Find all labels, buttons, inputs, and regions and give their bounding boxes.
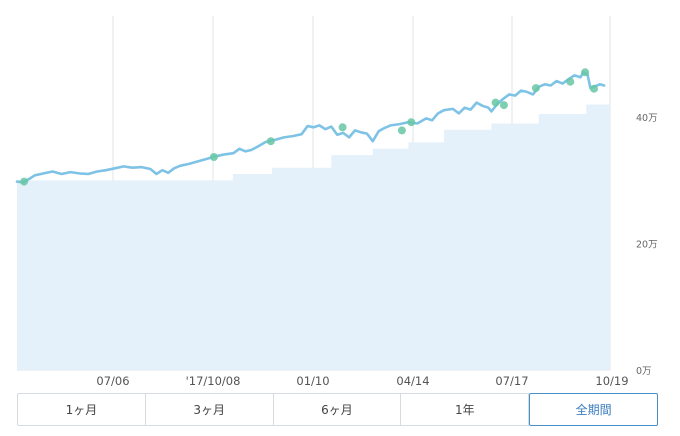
period-button-6m[interactable]: 6ヶ月: [273, 393, 402, 426]
fill-layer: [17, 104, 610, 370]
event-marker-2[interactable]: [266, 137, 275, 146]
event-marker-8[interactable]: [531, 84, 540, 93]
period-selector: 1ヶ月 3ヶ月 6ヶ月 1年 全期間: [17, 393, 658, 426]
y-tick-label-2: 40万: [636, 113, 658, 124]
x-tick-label-2: 01/10: [296, 374, 329, 388]
x-tick-label-1: '17/10/08: [186, 374, 241, 388]
x-tick-label-5: 10/19: [595, 374, 628, 388]
event-marker-3[interactable]: [338, 123, 347, 132]
period-button-all[interactable]: 全期間: [529, 393, 658, 426]
period-button-1m[interactable]: 1ヶ月: [17, 393, 146, 426]
asset-chart: 07/06 '17/10/08 01/10 04/14 07/17 10/19 0万 20万…: [15, 16, 658, 388]
y-tick-label-1: 20万: [636, 240, 658, 251]
event-marker-1[interactable]: [209, 153, 218, 161]
x-tick-label-0: 07/06: [96, 374, 129, 388]
marker-layer: [20, 68, 598, 186]
x-axis: 07/06 '17/10/08 01/10 04/14 07/17 10/19: [96, 374, 628, 388]
x-tick-label-3: 04/14: [396, 374, 429, 388]
chart-area: 07/06 '17/10/08 01/10 04/14 07/17 10/19 0万 20万…: [15, 16, 658, 388]
event-marker-10[interactable]: [581, 68, 590, 77]
y-axis: 0万 20万 40万: [636, 113, 658, 377]
y-tick-label-0: 0万: [636, 366, 652, 377]
event-marker-6[interactable]: [491, 98, 500, 107]
principal-area: [17, 104, 610, 370]
line-layer: [15, 71, 606, 184]
event-marker-4[interactable]: [397, 126, 406, 135]
event-marker-5[interactable]: [407, 118, 416, 127]
x-tick-label-4: 07/17: [495, 374, 528, 388]
event-marker-9[interactable]: [566, 77, 575, 86]
period-button-1y[interactable]: 1年: [401, 393, 530, 426]
event-marker-7[interactable]: [499, 101, 508, 110]
event-marker-0[interactable]: [20, 177, 29, 186]
asset-value-line: [15, 71, 606, 184]
period-button-3m[interactable]: 3ヶ月: [145, 393, 274, 426]
event-marker-11[interactable]: [590, 84, 598, 93]
